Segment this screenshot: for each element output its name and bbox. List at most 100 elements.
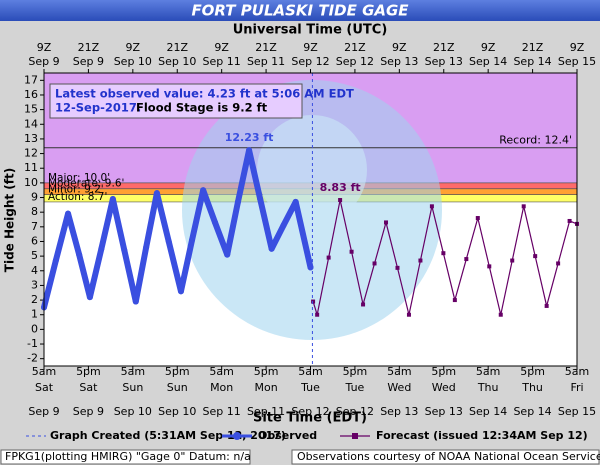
data-point bbox=[372, 261, 377, 266]
x-tick-label: 5am bbox=[121, 365, 145, 378]
y-tick-label: 3 bbox=[31, 278, 38, 291]
data-point bbox=[567, 218, 572, 223]
data-point bbox=[521, 204, 526, 209]
y-tick-label: 17 bbox=[24, 73, 38, 86]
data-point bbox=[441, 251, 446, 256]
data-point bbox=[86, 294, 93, 301]
legend-marker bbox=[352, 433, 358, 439]
data-point bbox=[338, 198, 343, 203]
footer-box bbox=[0, 449, 251, 465]
data-point bbox=[326, 255, 331, 260]
top-x-tick-label: Sep 13 bbox=[425, 55, 463, 68]
x-tick-label: Sun bbox=[122, 381, 143, 394]
y-tick-label: 0 bbox=[31, 322, 38, 335]
x-tick-label: 5pm bbox=[343, 365, 368, 378]
data-point bbox=[533, 254, 538, 259]
y-tick-label: 6 bbox=[31, 234, 38, 247]
y-axis-label: Tide Height (ft) bbox=[3, 168, 17, 272]
footer-box bbox=[291, 449, 600, 465]
x-tick-label: Sat bbox=[79, 381, 98, 394]
data-point bbox=[498, 312, 503, 317]
x-tick-label: Sep 14 bbox=[513, 405, 551, 418]
data-point bbox=[189, 237, 196, 244]
top-x-tick-label: 21Z bbox=[433, 41, 455, 54]
data-point bbox=[132, 298, 139, 305]
info-box bbox=[49, 83, 303, 119]
data-point bbox=[177, 288, 184, 295]
x-tick-label: Sep 10 bbox=[158, 405, 196, 418]
plot-frame bbox=[43, 72, 578, 367]
top-x-tick-label: Sep 12 bbox=[336, 55, 374, 68]
data-point bbox=[268, 245, 275, 252]
x-tick-label: Fri bbox=[570, 381, 583, 394]
x-tick-label: 5am bbox=[209, 365, 233, 378]
top-x-tick-label: 21Z bbox=[166, 41, 188, 54]
data-point bbox=[143, 244, 150, 251]
top-x-tick-label: Sep 12 bbox=[291, 55, 329, 68]
data-point bbox=[395, 265, 400, 270]
x-tick-label: Sep 9 bbox=[73, 405, 104, 418]
x-tick-label: Sep 9 bbox=[28, 405, 59, 418]
data-point bbox=[200, 187, 207, 194]
y-tick-label: 16 bbox=[24, 88, 38, 101]
data-point bbox=[556, 261, 561, 266]
x-tick-label: Sep 14 bbox=[469, 405, 507, 418]
data-point bbox=[121, 247, 128, 254]
top-x-tick-label: 9Z bbox=[126, 41, 141, 54]
y-tick-label: 4 bbox=[31, 264, 38, 277]
data-point bbox=[212, 219, 219, 226]
data-point bbox=[65, 210, 72, 217]
y-tick-label: 11 bbox=[24, 161, 38, 174]
data-point bbox=[224, 251, 231, 258]
x-tick-label: 5pm bbox=[254, 365, 279, 378]
top-x-tick-label: Sep 13 bbox=[380, 55, 418, 68]
x-tick-label: Wed bbox=[432, 381, 456, 394]
legend-marker bbox=[233, 432, 241, 440]
data-point bbox=[311, 299, 316, 304]
x-tick-label: Sep 15 bbox=[558, 405, 596, 418]
chart-title: FORT PULASKI TIDE GAGE bbox=[191, 2, 409, 20]
top-x-tick-label: Sep 14 bbox=[469, 55, 507, 68]
data-point bbox=[464, 257, 469, 262]
top-x-tick-label: Sep 14 bbox=[513, 55, 551, 68]
y-tick-label: 13 bbox=[24, 132, 38, 145]
data-point bbox=[246, 147, 253, 154]
x-tick-label: Thu bbox=[477, 381, 499, 394]
info-date: 12-Sep-2017. bbox=[55, 101, 141, 115]
info-flood: Flood Stage is 9.2 ft bbox=[136, 101, 268, 115]
top-x-tick-label: 21Z bbox=[522, 41, 544, 54]
data-point bbox=[384, 220, 389, 225]
annotation: 8.83 ft bbox=[320, 181, 361, 194]
x-tick-label: Thu bbox=[521, 381, 543, 394]
top-x-tick-label: 21Z bbox=[344, 41, 366, 54]
x-tick-label: Sat bbox=[35, 381, 54, 394]
footer-left: FPKG1(plotting HMIRG) "Gage 0" Datum: n/… bbox=[5, 450, 251, 463]
data-point bbox=[109, 195, 116, 202]
top-x-tick-label: 9Z bbox=[37, 41, 52, 54]
x-tick-label: Sep 12 bbox=[336, 405, 374, 418]
top-axis-label: Universal Time (UTC) bbox=[233, 23, 388, 38]
top-x-tick-label: Sep 10 bbox=[158, 55, 196, 68]
data-point bbox=[292, 198, 299, 205]
x-tick-label: 5pm bbox=[520, 365, 545, 378]
top-x-tick-label: Sep 11 bbox=[203, 55, 241, 68]
y-tick-label: 7 bbox=[31, 220, 38, 233]
y-tick-label: 12 bbox=[24, 147, 38, 160]
data-point bbox=[349, 249, 354, 254]
top-x-tick-label: 9Z bbox=[481, 41, 496, 54]
x-tick-label: Wed bbox=[387, 381, 411, 394]
top-x-tick-label: 9Z bbox=[214, 41, 229, 54]
x-tick-label: Sep 13 bbox=[425, 405, 463, 418]
legend-label: Forecast (issued 12:34AM Sep 12) bbox=[376, 429, 588, 442]
x-tick-label: Mon bbox=[210, 381, 233, 394]
x-tick-label: Sep 13 bbox=[380, 405, 418, 418]
top-x-tick-label: 9Z bbox=[392, 41, 407, 54]
y-tick-label: 2 bbox=[31, 293, 38, 306]
data-point bbox=[475, 216, 480, 221]
x-tick-label: Tue bbox=[300, 381, 320, 394]
y-tick-label: -2 bbox=[27, 352, 38, 365]
legend-label: Observed bbox=[258, 429, 317, 442]
x-tick-label: 5am bbox=[476, 365, 500, 378]
stage-label: Minor: 9.2' bbox=[48, 184, 104, 196]
